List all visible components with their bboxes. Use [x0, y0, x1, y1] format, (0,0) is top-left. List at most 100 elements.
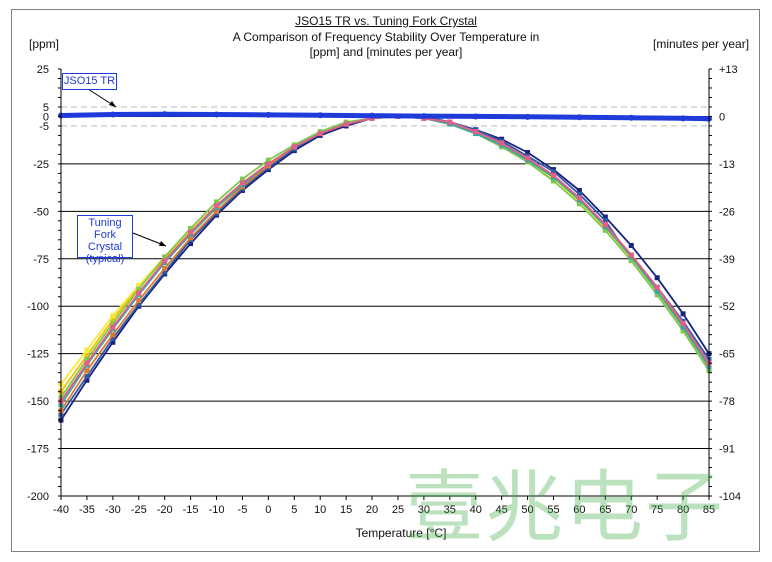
tuning-fork-annotation-line-3: (typical): [85, 253, 125, 265]
x-tick-label: -25: [131, 504, 147, 516]
tuning-fork-data-point: [188, 241, 194, 247]
chart-subtitle-line-1: A Comparison of Frequency Stability Over…: [232, 30, 540, 44]
x-tick-label: -30: [105, 504, 121, 516]
chart-title: JSO15 TR vs. Tuning Fork Crystal: [295, 14, 477, 28]
tuning-fork-data-point: [317, 131, 323, 137]
jso15-data-point: [420, 113, 427, 120]
y-tick-label: 25: [37, 64, 49, 76]
tuning-fork-data-point: [447, 119, 453, 125]
tuning-fork-data-point: [628, 252, 634, 258]
tuning-fork-data-point: [110, 320, 116, 326]
y2-tick-label: -91: [719, 444, 735, 456]
tuning-fork-data-point: [602, 218, 608, 224]
jso15-data-point: [369, 112, 376, 119]
tuning-fork-data-point: [499, 140, 505, 146]
y-tick-label: -150: [27, 396, 49, 408]
tuning-fork-annotation: Tuning Fork Crystal (typical): [77, 215, 133, 265]
tuning-fork-data-point: [84, 353, 90, 359]
tuning-fork-data-point: [214, 208, 220, 214]
jso15-data-point: [524, 113, 531, 120]
tuning-fork-data-point: [239, 176, 245, 182]
jso15-data-point: [472, 113, 479, 120]
tuning-fork-data-point: [654, 288, 660, 294]
x-tick-label: 15: [340, 504, 352, 516]
jso15-data-point: [680, 115, 687, 122]
tuning-fork-data-point: [136, 298, 142, 304]
tuning-fork-data-point: [84, 377, 90, 383]
x-tick-label: -35: [79, 504, 95, 516]
x-tick-label: -40: [53, 504, 69, 516]
tuning-fork-data-point: [680, 320, 686, 326]
jso15-arrow-head: [109, 101, 116, 107]
tuning-fork-arrow-head: [159, 241, 166, 246]
tuning-fork-data-point: [214, 203, 220, 209]
jso15-data-point: [161, 111, 168, 118]
x-tick-label: 60: [573, 504, 585, 516]
tuning-fork-data-point: [680, 311, 686, 317]
tuning-fork-data-point: [628, 242, 634, 248]
tuning-fork-data-point: [680, 324, 686, 330]
tuning-fork-data-point: [576, 187, 582, 193]
tuning-fork-data-point: [602, 227, 608, 233]
jso15-data-point: [109, 111, 116, 118]
tuning-fork-data-point: [550, 168, 556, 174]
y-tick-label: -75: [33, 254, 49, 266]
y2-tick-label: +13: [719, 64, 738, 76]
x-tick-label: 10: [314, 504, 326, 516]
x-tick-label: 80: [677, 504, 689, 516]
tuning-fork-data-point: [525, 150, 531, 156]
tuning-fork-data-point: [162, 258, 168, 264]
axis-layer: 2550-5-25-50-75-100-125-150-175-200+130-…: [27, 64, 741, 516]
chart-frame: [11, 9, 760, 552]
tuning-fork-data-point: [188, 235, 194, 241]
tuning-fork-data-point: [188, 229, 194, 235]
tuning-fork-data-point: [110, 324, 116, 330]
x-tick-label: -15: [183, 504, 199, 516]
tuning-fork-data-point: [84, 347, 90, 353]
x-axis-label: Temperature [°C]: [356, 526, 447, 540]
jso15-data-point: [213, 111, 220, 118]
tuning-fork-data-point: [550, 172, 556, 178]
tuning-fork-data-point: [136, 301, 142, 307]
jso15-series-line: [60, 111, 710, 122]
tuning-fork-data-point: [136, 290, 142, 296]
tuning-fork-data-point: [239, 180, 245, 186]
jso15-data-point: [628, 114, 635, 121]
tuning-fork-data-point: [136, 286, 142, 292]
tuning-fork-data-point: [188, 225, 194, 231]
x-tick-label: 35: [444, 504, 456, 516]
x-tick-label: 25: [392, 504, 404, 516]
series-layer: [58, 111, 712, 423]
y2-tick-label: 0: [719, 111, 725, 123]
x-tick-label: 45: [496, 504, 508, 516]
tuning-fork-annotation-line-1: Tuning Fork: [88, 217, 122, 241]
tuning-fork-data-point: [576, 195, 582, 201]
y-tick-label: -175: [27, 444, 49, 456]
tuning-fork-series-line: [60, 115, 710, 406]
tuning-fork-data-point: [110, 332, 116, 338]
x-tick-label: -10: [209, 504, 225, 516]
x-tick-label: 20: [366, 504, 378, 516]
y2-tick-label: -39: [719, 254, 735, 266]
tuning-fork-data-point: [291, 144, 297, 150]
right-axis-unit: [minutes per year]: [653, 37, 750, 51]
tuning-fork-data-point: [110, 313, 116, 319]
tuning-fork-data-point: [550, 178, 556, 184]
tuning-fork-annotation-line-2: Crystal: [87, 241, 123, 253]
y2-tick-label: -26: [719, 206, 735, 218]
y-tick-label: -200: [27, 491, 49, 503]
tuning-fork-data-point: [525, 155, 531, 161]
tuning-fork-data-point: [110, 335, 116, 341]
x-tick-label: 40: [470, 504, 482, 516]
y-tick-label: 5: [43, 102, 49, 114]
tuning-fork-data-point: [162, 265, 168, 271]
x-tick-label: 70: [625, 504, 637, 516]
x-tick-label: 55: [547, 504, 559, 516]
y-tick-label: -125: [27, 349, 49, 361]
jso15-annotation: JSO15 TR: [62, 73, 117, 90]
tuning-fork-data-point: [265, 161, 271, 167]
x-tick-label: -5: [238, 504, 248, 516]
tuning-fork-data-point: [84, 368, 90, 374]
y2-tick-label: -78: [719, 396, 735, 408]
